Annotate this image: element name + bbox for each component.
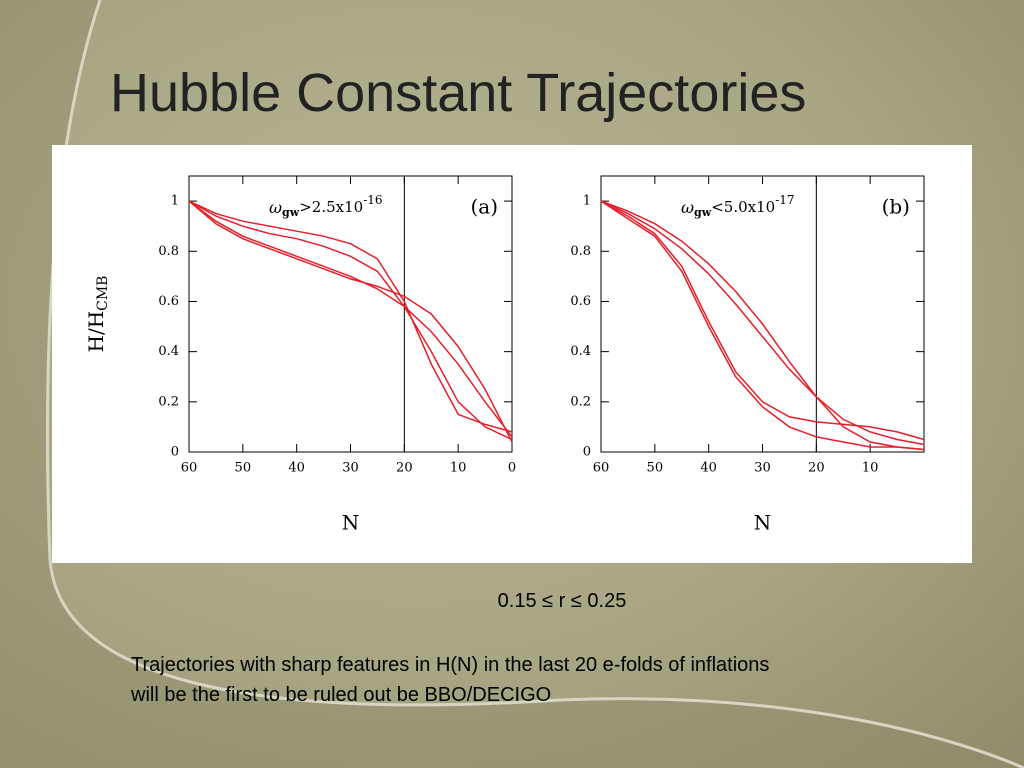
annotation-symbol: ω [681, 198, 694, 217]
slide-title: Hubble Constant Trajectories [110, 63, 807, 123]
y-tick-label: 0.8 [158, 244, 179, 259]
x-tick-label: 0 [508, 461, 516, 476]
y-tick-label: 0.6 [570, 294, 591, 309]
panel-label: (a) [470, 195, 498, 219]
x-tick-label: 60 [181, 461, 198, 476]
y-tick-label: 0.6 [158, 294, 179, 309]
x-tick-label: 60 [593, 461, 610, 476]
y-tick-label: 1 [171, 194, 179, 209]
y-tick-label: 0.4 [570, 344, 591, 359]
y-tick-label: 0.8 [570, 244, 591, 259]
x-tick-label: 20 [808, 461, 825, 476]
annotation-sub: gw [282, 206, 300, 219]
annotation-sup: -17 [775, 193, 794, 207]
x-tick-label: 10 [862, 461, 879, 476]
series-line [600, 200, 925, 451]
y-tick-label: 0 [171, 445, 179, 460]
x-tick-label: 20 [396, 461, 413, 476]
x-tick-label: 30 [754, 461, 771, 476]
x-tick-label: 50 [647, 461, 664, 476]
x-axis-label: N [342, 511, 360, 535]
annotation-text: <5.0x10 [711, 198, 775, 216]
x-tick-label: 30 [342, 461, 359, 476]
y-tick-label: 0.2 [570, 394, 591, 409]
series-line [188, 200, 513, 441]
figure-panel: 0 0.2 0.4 0.6 0.8 1 60 50 40 30 20 10 0 ωgw>2.5x10-16… [52, 145, 972, 563]
x-tick-label: 40 [288, 461, 305, 476]
y-tick-label: 1 [583, 194, 591, 209]
caption: 0.15 ≤ r ≤ 0.25 [497, 590, 627, 612]
series-line [188, 200, 513, 438]
series-line [188, 200, 513, 443]
x-tick-label: 40 [700, 461, 717, 476]
x-tick-label: 50 [235, 461, 252, 476]
x-axis-label: N [754, 511, 772, 535]
series-line [600, 200, 925, 441]
plot-frame [188, 175, 513, 453]
annotation: ωgw>2.5x10-16 [269, 193, 383, 220]
y-tick-label: 0 [583, 445, 591, 460]
annotation: ωgw<5.0x10-17 [681, 193, 795, 220]
y-axis-label: H/HCMB [84, 276, 112, 353]
series-line [600, 200, 925, 446]
series-line [600, 200, 925, 451]
note-line: will be the first to be ruled out be BBO… [131, 684, 552, 706]
plot: 0 0.2 0.4 0.6 0.8 1 60 50 40 30 20 10 0 ωgw>2.5x10-16… [84, 175, 516, 535]
plot-frame [600, 175, 925, 453]
y-tick-label: 0.2 [158, 394, 179, 409]
plot: 0 0.2 0.4 0.6 0.8 1 60 50 40 30 20 10 ωgw<5.0x10-17 (… [570, 175, 925, 535]
annotation-symbol: ω [269, 198, 282, 217]
note-line: Trajectories with sharp features in H(N)… [131, 654, 770, 676]
note: Trajectories with sharp features in H(N)… [131, 650, 769, 710]
annotation-text: >2.5x10 [299, 198, 363, 216]
annotation-sub: gw [694, 206, 712, 219]
x-tick-label: 10 [450, 461, 467, 476]
y-tick-label: 0.4 [158, 344, 179, 359]
y-label-text: H/H [84, 311, 108, 353]
series-line [188, 200, 513, 433]
panel-label: (b) [882, 195, 910, 219]
annotation-sup: -16 [363, 193, 382, 207]
y-label-sub: CMB [95, 276, 111, 311]
